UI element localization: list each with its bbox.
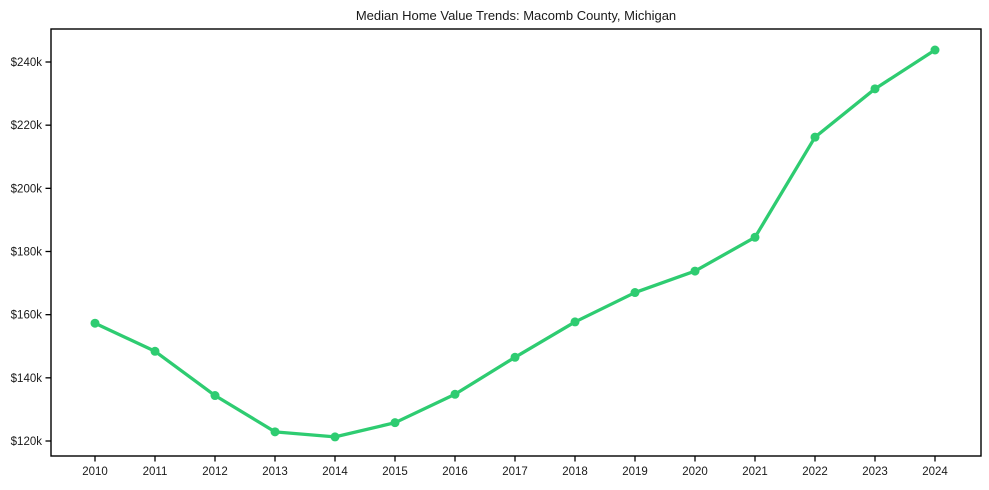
data-point-marker	[90, 318, 100, 328]
x-tick-label: 2017	[502, 466, 528, 478]
data-point-marker	[270, 427, 280, 437]
x-tick-label: 2013	[262, 466, 288, 478]
y-axis: $120k $140k $160k $180k $200k $220k $240k	[11, 57, 51, 448]
x-tick-label: 2018	[562, 466, 588, 478]
data-point-marker	[690, 266, 700, 276]
data-point-marker	[390, 418, 400, 428]
data-point-marker	[930, 45, 940, 55]
x-tick-label: 2016	[442, 466, 468, 478]
data-point-marker	[750, 232, 760, 242]
data-point-marker	[210, 391, 220, 401]
data-line	[93, 48, 937, 439]
y-tick-label: $160k	[11, 310, 43, 322]
y-tick-label: $140k	[11, 373, 43, 385]
y-tick-label: $220k	[11, 120, 43, 132]
data-point-marker	[810, 132, 820, 142]
y-tick-label: $240k	[11, 57, 43, 69]
x-axis: 2010 2011 2012 2013 2014 2015 2016 2017 2018 2019…	[82, 456, 948, 478]
x-tick-label: 2023	[862, 466, 888, 478]
x-tick-label: 2021	[742, 466, 768, 478]
x-tick-label: 2019	[622, 466, 648, 478]
data-point-marker	[510, 352, 520, 362]
chart-title: Median Home Value Trends: Macomb County,…	[355, 8, 677, 23]
data-point-marker	[870, 84, 880, 94]
data-point-marker	[330, 432, 340, 442]
x-tick-label: 2012	[202, 466, 228, 478]
y-tick-label: $180k	[11, 247, 43, 259]
x-tick-label: 2011	[143, 466, 168, 478]
x-tick-label: 2010	[82, 466, 108, 478]
x-tick-label: 2014	[322, 466, 348, 478]
data-point-marker	[570, 317, 580, 327]
data-points	[90, 45, 940, 442]
x-tick-label: 2015	[382, 466, 408, 478]
data-point-marker	[450, 389, 460, 399]
data-point-marker	[150, 346, 160, 356]
x-tick-label: 2024	[922, 466, 948, 478]
x-tick-label: 2020	[682, 466, 708, 478]
y-tick-label: $200k	[11, 183, 43, 195]
plot-border	[50, 28, 982, 457]
x-tick-label: 2022	[802, 466, 828, 478]
y-tick-label: $120k	[11, 436, 43, 448]
data-point-marker	[630, 288, 640, 298]
